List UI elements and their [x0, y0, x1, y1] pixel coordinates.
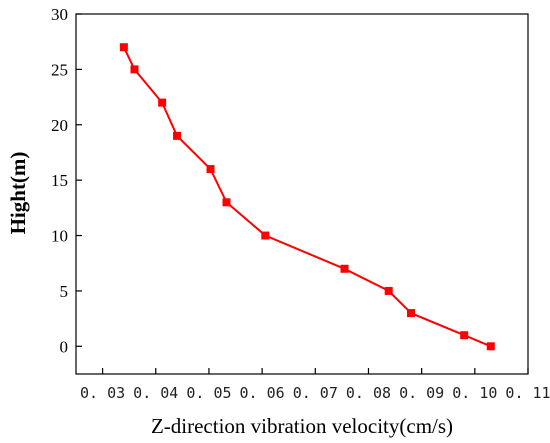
- data-point: [407, 309, 416, 318]
- series-line: [122, 46, 492, 348]
- data-point: [460, 331, 469, 340]
- data-point: [130, 65, 139, 74]
- data-point: [158, 98, 167, 107]
- data-point: [384, 286, 393, 295]
- data-point: [119, 43, 128, 52]
- y-tick-label: 20: [51, 116, 68, 135]
- y-tick-label: 15: [51, 171, 68, 190]
- series-layer: [119, 43, 495, 351]
- y-tick-label: 0: [60, 337, 69, 356]
- y-tick-label: 30: [51, 5, 68, 24]
- x-tick-label: 0. 10: [452, 384, 497, 402]
- data-point: [173, 131, 182, 140]
- data-point: [340, 264, 349, 273]
- data-point: [486, 342, 495, 351]
- y-axis-title: Hight(m): [6, 152, 30, 235]
- y-tick-label: 10: [51, 227, 68, 246]
- x-tick-label: 0. 03: [80, 384, 125, 402]
- x-axis-title: Z-direction vibration velocity(cm/s): [151, 414, 453, 438]
- x-axis: 0. 03 0. 04 0. 05 0. 06 0. 07 0. 08 0. 09 0. 10…: [80, 368, 550, 402]
- y-tick-label: 5: [60, 282, 69, 301]
- plot-frame: [75, 13, 529, 375]
- data-point: [261, 231, 270, 240]
- x-tick-label: 0. 08: [346, 384, 391, 402]
- y-axis: 0 5 10 15 20 25 30: [51, 5, 82, 356]
- x-tick-label: 0. 06: [240, 384, 285, 402]
- x-tick-label: 0. 07: [293, 384, 338, 402]
- x-tick-label: 0. 11: [505, 384, 550, 402]
- y-tick-label: 25: [51, 60, 68, 79]
- x-tick-label: 0. 09: [399, 384, 444, 402]
- x-tick-label: 0. 05: [186, 384, 231, 402]
- data-point: [206, 165, 215, 174]
- data-point: [222, 198, 231, 207]
- x-tick-label: 0. 04: [133, 384, 178, 402]
